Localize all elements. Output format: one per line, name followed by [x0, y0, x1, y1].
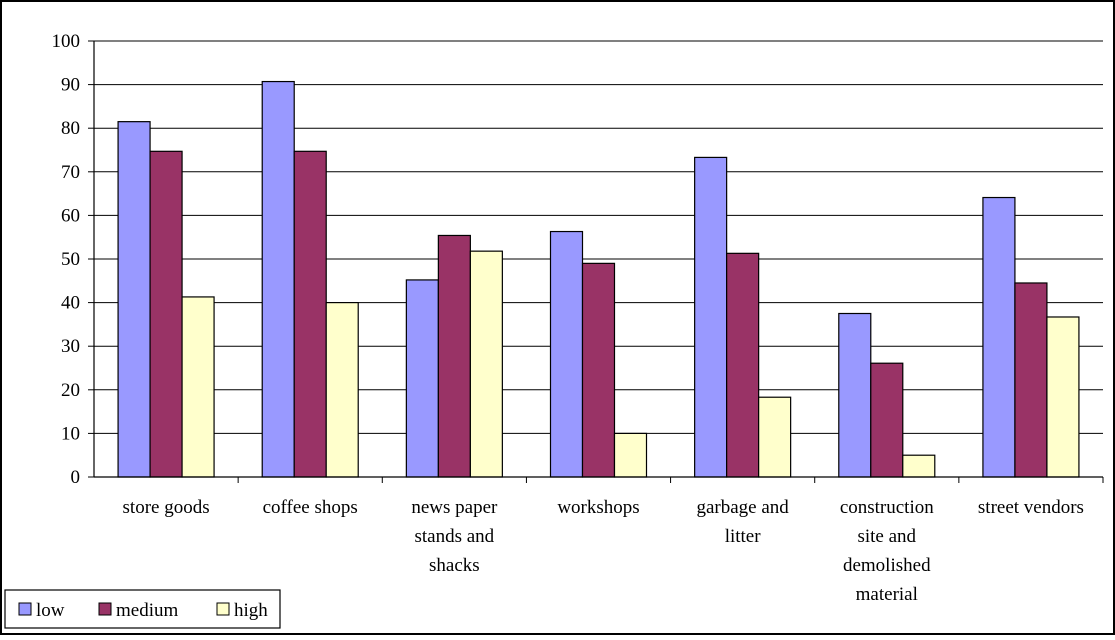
bar-medium: [581, 262, 616, 478]
x-category-label: construction: [840, 497, 934, 518]
legend-swatch-low: [18, 602, 32, 616]
legend: low medium high: [4, 589, 281, 629]
x-category-label: shacks: [429, 555, 480, 576]
x-category-label: street vendors: [978, 497, 1084, 518]
bar-low: [261, 80, 295, 478]
x-category-label: workshops: [557, 497, 639, 518]
bar-high: [325, 302, 359, 478]
bar-low: [982, 196, 1016, 478]
bar-low: [549, 230, 584, 478]
x-axis-categories: store goods coffee shops news paper stands …: [123, 497, 1084, 605]
x-category-label: garbage and: [696, 497, 789, 518]
bar-low: [405, 279, 439, 478]
bar-medium: [870, 362, 904, 478]
y-axis-ticks: 0 10 20 30 40 50 60 70 80 90 100: [52, 31, 81, 488]
bar-high: [181, 296, 215, 478]
y-tick-label: 40: [61, 293, 80, 314]
bar-high: [613, 432, 648, 478]
legend-label-medium: medium: [116, 600, 178, 621]
bar-medium: [149, 150, 183, 478]
bar-high: [758, 396, 792, 478]
x-category-label: news paper: [411, 497, 498, 518]
bar-high: [902, 454, 936, 478]
legend-box: [4, 589, 281, 629]
bar-low: [694, 156, 728, 478]
bar-high: [1046, 316, 1080, 478]
bar-low: [838, 312, 872, 478]
y-tick-label: 50: [61, 249, 80, 270]
bar-high: [469, 250, 503, 478]
x-category-label: stands and: [415, 526, 495, 547]
y-tick-label: 60: [61, 205, 80, 226]
y-tick-label: 20: [61, 380, 80, 401]
y-tick-label: 30: [61, 336, 80, 357]
x-category-label: material: [856, 584, 918, 605]
x-category-label: demolished: [843, 555, 931, 576]
x-category-label: site and: [857, 526, 916, 547]
y-tick-label: 100: [52, 31, 81, 52]
y-tick-label: 0: [71, 467, 81, 488]
bar-low: [117, 121, 151, 478]
x-category-label: litter: [725, 526, 762, 547]
x-category-label: store goods: [123, 497, 210, 518]
bar-medium: [726, 252, 760, 478]
legend-label-high: high: [234, 600, 268, 621]
legend-swatch-high: [216, 602, 230, 616]
y-tick-label: 80: [61, 118, 80, 139]
axes: [88, 40, 1104, 483]
y-tick-label: 10: [61, 423, 80, 444]
legend-swatch-medium: [98, 602, 112, 616]
x-category-label: coffee shops: [263, 497, 358, 518]
legend-label-low: low: [36, 600, 65, 621]
y-tick-label: 70: [61, 162, 80, 183]
bar-medium: [1014, 282, 1048, 478]
y-tick-label: 90: [61, 75, 80, 96]
bar-medium: [437, 234, 471, 478]
bar-medium: [293, 150, 327, 478]
